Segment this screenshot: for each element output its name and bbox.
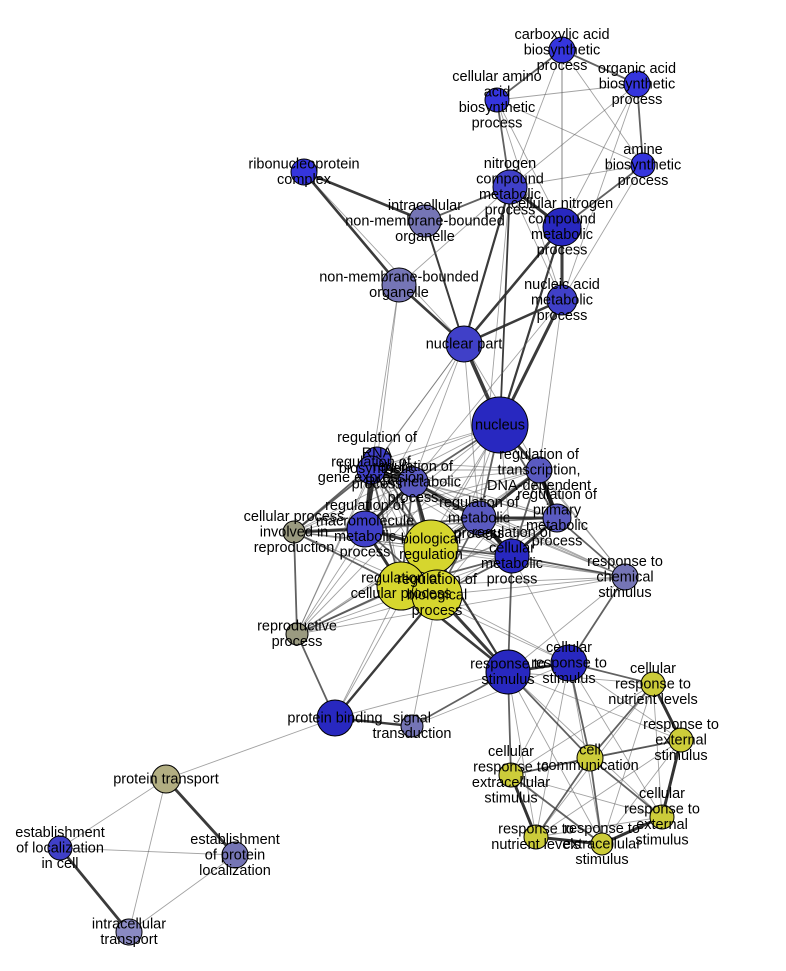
svg-text:stimulus: stimulus — [484, 791, 537, 807]
svg-text:process: process — [340, 545, 391, 561]
svg-text:regulation of: regulation of — [397, 572, 478, 588]
svg-text:RNA metabolic: RNA metabolic — [365, 474, 461, 490]
svg-text:response to: response to — [531, 655, 607, 671]
svg-text:involved in: involved in — [260, 524, 329, 540]
svg-text:non-membrane-bounded: non-membrane-bounded — [345, 213, 505, 229]
svg-text:metabolic: metabolic — [334, 529, 396, 545]
svg-text:cellular: cellular — [488, 744, 534, 760]
svg-text:communication: communication — [541, 758, 639, 774]
svg-text:non-membrane-bounded: non-membrane-bounded — [319, 270, 479, 286]
svg-text:process: process — [618, 173, 669, 189]
svg-text:ribonucleoprotein: ribonucleoprotein — [248, 157, 359, 173]
svg-text:transduction: transduction — [373, 726, 452, 742]
svg-text:nutrient levels: nutrient levels — [608, 692, 697, 708]
svg-text:response to: response to — [615, 676, 691, 692]
svg-text:metabolic: metabolic — [531, 227, 593, 243]
svg-text:regulation of: regulation of — [439, 495, 520, 511]
svg-text:regulation: regulation — [399, 547, 463, 563]
svg-text:external: external — [636, 817, 688, 833]
svg-text:establishment: establishment — [15, 825, 104, 841]
svg-text:protein binding: protein binding — [287, 710, 382, 726]
svg-text:organelle: organelle — [369, 285, 429, 301]
svg-text:process: process — [272, 634, 323, 650]
svg-text:extracellular: extracellular — [563, 836, 641, 852]
svg-text:process: process — [412, 603, 463, 619]
svg-text:establishment: establishment — [190, 832, 279, 848]
svg-text:biosynthetic: biosynthetic — [599, 76, 676, 92]
svg-text:stimulus: stimulus — [654, 748, 707, 764]
svg-text:regulation of: regulation of — [517, 487, 598, 503]
svg-text:stimulus: stimulus — [481, 672, 534, 688]
svg-text:intracellular: intracellular — [388, 198, 462, 214]
svg-text:biological: biological — [401, 532, 461, 548]
svg-text:biosynthetic: biosynthetic — [605, 157, 682, 173]
svg-text:protein transport: protein transport — [113, 771, 219, 787]
svg-text:metabolic: metabolic — [481, 556, 543, 572]
svg-text:nuclear part: nuclear part — [426, 336, 503, 352]
svg-text:signal: signal — [393, 711, 431, 727]
svg-text:metabolic: metabolic — [448, 510, 510, 526]
svg-text:complex: complex — [277, 172, 332, 188]
svg-text:cellular: cellular — [546, 640, 592, 656]
svg-text:biosynthetic: biosynthetic — [524, 42, 601, 58]
svg-text:of localization: of localization — [16, 840, 104, 856]
svg-text:compound: compound — [476, 172, 544, 188]
svg-text:regulation of: regulation of — [373, 459, 454, 475]
svg-text:response to: response to — [643, 717, 719, 733]
svg-text:stimulus: stimulus — [575, 852, 628, 868]
svg-text:cellular: cellular — [489, 541, 535, 557]
svg-text:primary: primary — [533, 503, 582, 519]
svg-text:amine: amine — [623, 142, 663, 158]
svg-text:response to: response to — [587, 554, 663, 570]
svg-text:organelle: organelle — [395, 229, 455, 245]
svg-text:cellular: cellular — [639, 786, 685, 802]
svg-text:biosynthetic: biosynthetic — [459, 100, 536, 116]
svg-text:cellular amino: cellular amino — [452, 69, 541, 85]
svg-text:regulation of: regulation of — [499, 447, 580, 463]
svg-text:cellular: cellular — [630, 661, 676, 677]
svg-text:in cell: in cell — [41, 856, 78, 872]
svg-text:process: process — [537, 58, 588, 74]
svg-text:response to: response to — [498, 822, 574, 838]
svg-text:process: process — [537, 243, 588, 259]
svg-text:process: process — [537, 308, 588, 324]
svg-text:reproductive: reproductive — [257, 619, 337, 635]
svg-text:metabolic: metabolic — [531, 292, 593, 308]
svg-text:reproduction: reproduction — [254, 540, 335, 556]
svg-text:nucleus: nucleus — [475, 417, 525, 433]
svg-text:cellular process: cellular process — [244, 509, 345, 525]
svg-text:localization: localization — [199, 863, 271, 879]
svg-text:nitrogen: nitrogen — [484, 156, 536, 172]
svg-text:compound: compound — [528, 212, 596, 228]
svg-text:extracellular: extracellular — [472, 775, 550, 791]
svg-text:transcription,: transcription, — [497, 462, 580, 478]
svg-text:carboxylic acid: carboxylic acid — [514, 27, 609, 43]
svg-text:response to: response to — [473, 760, 549, 776]
svg-text:external: external — [655, 732, 707, 748]
svg-text:chemical: chemical — [596, 569, 653, 585]
svg-text:cellular nitrogen: cellular nitrogen — [511, 196, 613, 212]
svg-text:intracellular: intracellular — [92, 917, 166, 933]
svg-text:response to: response to — [564, 821, 640, 837]
svg-text:process: process — [472, 116, 523, 132]
svg-text:stimulus: stimulus — [635, 833, 688, 849]
svg-text:regulation of: regulation of — [337, 430, 418, 446]
svg-text:transport: transport — [100, 932, 157, 948]
svg-text:organic acid: organic acid — [598, 61, 676, 77]
svg-text:nucleic acid: nucleic acid — [524, 277, 600, 293]
svg-text:cell: cell — [579, 743, 601, 759]
svg-text:biological: biological — [407, 587, 467, 603]
svg-text:stimulus: stimulus — [542, 671, 595, 687]
svg-text:of protein: of protein — [205, 847, 265, 863]
svg-text:acid: acid — [484, 85, 511, 101]
svg-text:process: process — [612, 92, 663, 108]
svg-text:stimulus: stimulus — [598, 585, 651, 601]
svg-text:regulation of: regulation of — [472, 525, 553, 541]
svg-text:process: process — [487, 572, 538, 588]
svg-text:response to: response to — [624, 802, 700, 818]
